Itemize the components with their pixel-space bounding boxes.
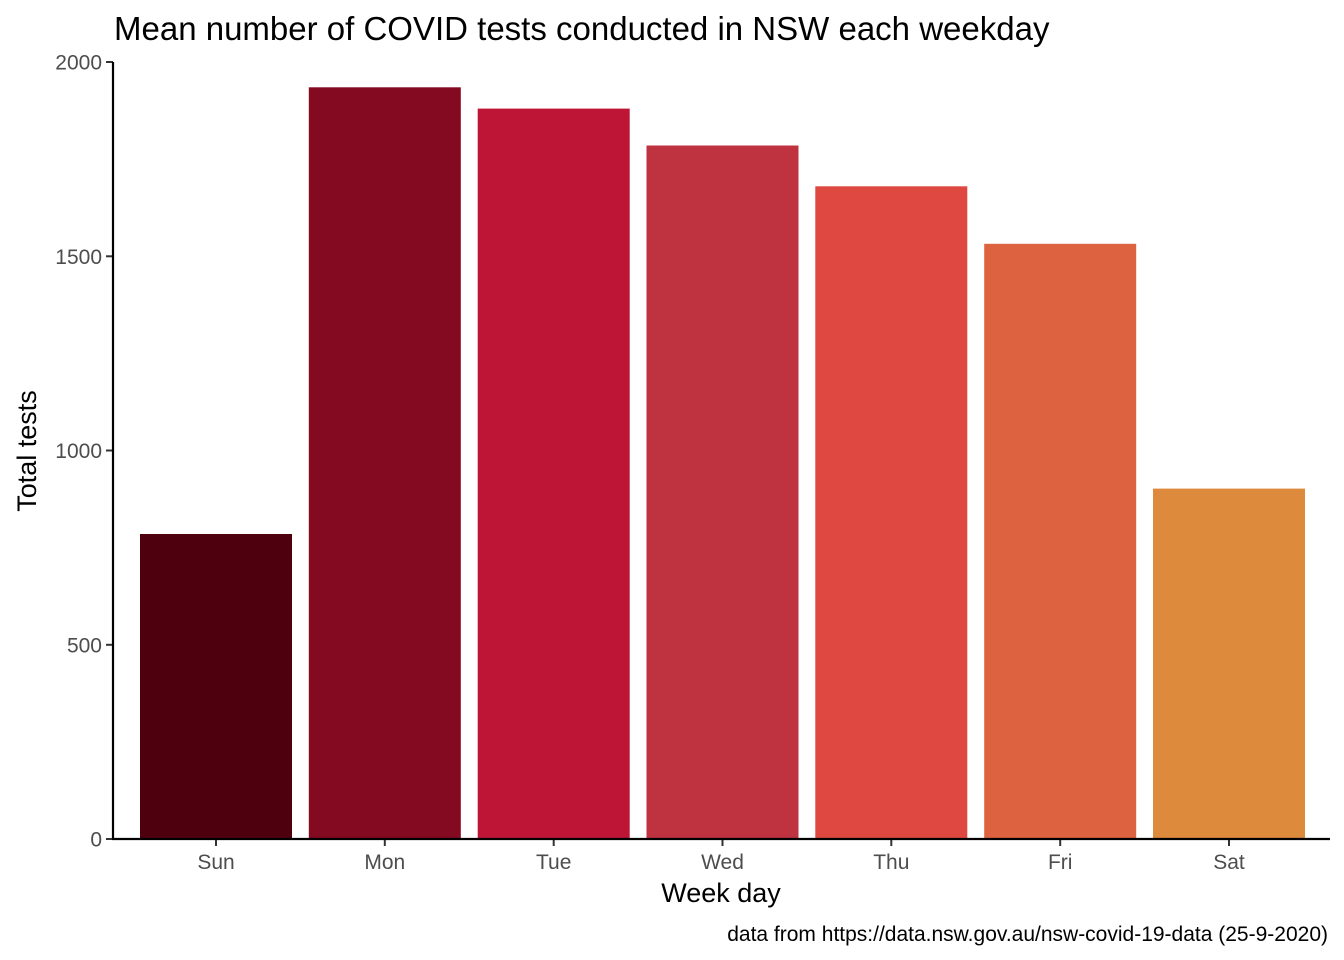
data-source-caption: data from https://data.nsw.gov.au/nsw-co… bbox=[727, 923, 1328, 946]
x-tick-label: Sat bbox=[1213, 851, 1245, 874]
bar-mon bbox=[308, 87, 461, 840]
x-axis-title: Week day bbox=[661, 878, 781, 908]
chart-title: Mean number of COVID tests conducted in … bbox=[114, 10, 1050, 47]
y-tick-label: 500 bbox=[67, 634, 102, 657]
bar-sat bbox=[1153, 488, 1305, 839]
y-axis-title: Total tests bbox=[12, 390, 42, 512]
bar-sun bbox=[140, 534, 292, 839]
y-tick-label: 1000 bbox=[55, 440, 102, 463]
y-tick-label: 2000 bbox=[55, 52, 102, 75]
bar-fri bbox=[984, 243, 1137, 840]
x-tick-label: Mon bbox=[364, 851, 405, 874]
x-tick-label: Fri bbox=[1048, 851, 1073, 874]
x-tick-label: Wed bbox=[701, 851, 744, 874]
bar-tue bbox=[477, 108, 630, 840]
y-axis-ticks: 0 500 1000 1500 2000 bbox=[55, 52, 113, 852]
y-tick-label: 1500 bbox=[55, 246, 102, 269]
x-tick-label: Sun bbox=[197, 851, 234, 874]
x-axis-ticks: Sun Mon Tue Wed Thu Fri Sat bbox=[197, 839, 1245, 874]
x-tick-label: Thu bbox=[873, 851, 909, 874]
bars-layer bbox=[140, 87, 1305, 840]
y-tick-label: 0 bbox=[90, 829, 102, 852]
x-tick-label: Tue bbox=[536, 851, 571, 874]
bar-thu bbox=[815, 186, 968, 840]
bar-wed bbox=[646, 145, 799, 839]
